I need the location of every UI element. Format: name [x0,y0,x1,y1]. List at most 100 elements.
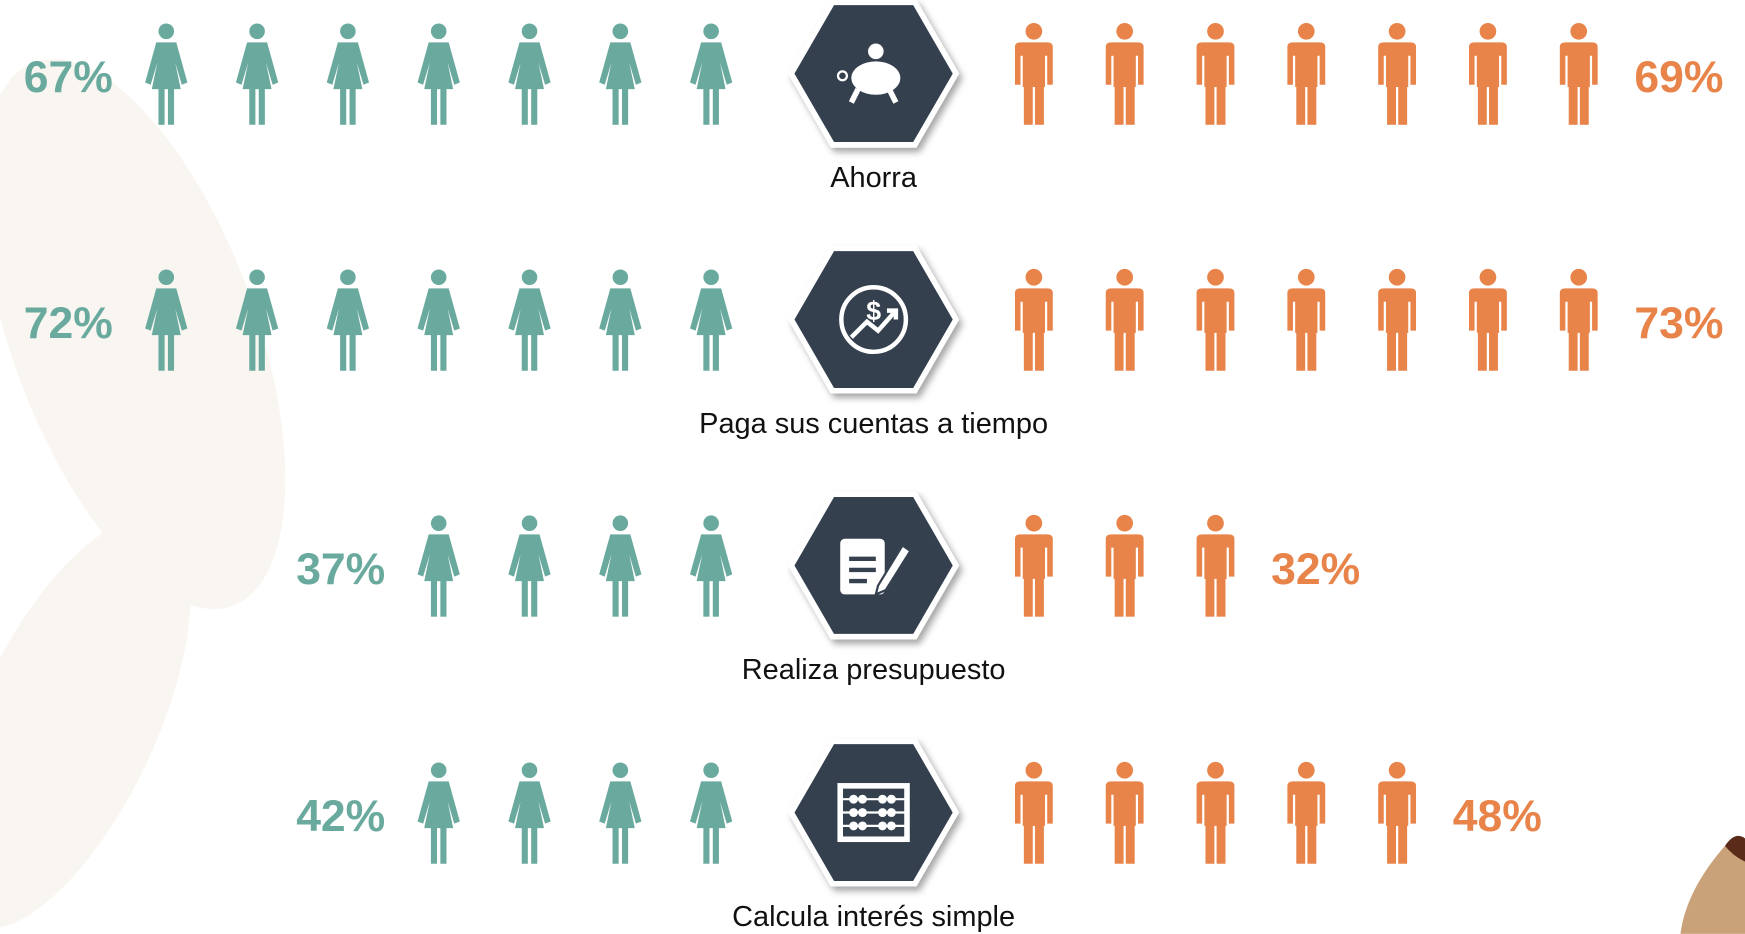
men-percent: 32% [1271,545,1360,594]
head [431,515,447,531]
man-icon [1560,23,1598,125]
woman-icon [508,269,550,370]
woman-icon [690,269,732,370]
man-icon [1106,515,1144,617]
head [703,269,719,285]
torso [1287,288,1325,333]
torso [1106,534,1144,579]
glyph [849,821,858,830]
man-icon [1287,269,1325,371]
leg [259,334,265,371]
man-icon [1378,762,1416,864]
leg [1307,332,1316,371]
woman-icon [327,24,369,125]
head [431,762,447,778]
head [703,24,719,40]
leg [1489,332,1498,371]
head [1298,762,1315,779]
head [1480,23,1497,40]
man-icon [1287,23,1325,125]
leg [249,334,255,371]
head [522,762,538,778]
category-label: Realiza presupuesto [742,654,1006,686]
torso [1560,288,1598,333]
page: Ahorra67%69%$Paga sus cuentas a tiempo72… [0,0,1745,934]
leg [350,334,356,371]
head [249,269,265,285]
leg [1115,332,1124,371]
leg [1205,332,1214,371]
leg [1217,86,1226,125]
head [613,269,629,285]
man-icon [1106,269,1144,371]
leg [1307,86,1316,125]
leg [1398,86,1407,125]
glyph [878,808,887,817]
leg [1478,86,1487,125]
leg [522,827,528,864]
leg [1387,332,1396,371]
man-icon [1378,269,1416,371]
row: Calcula interés simple42%48% [296,741,1542,933]
head [1389,23,1406,40]
leg [431,580,437,617]
leg [1296,86,1305,125]
leg [340,88,346,125]
man-icon [1378,23,1416,125]
leg [713,580,719,617]
head [522,269,538,285]
leg [1126,578,1135,617]
category-icon [791,494,956,636]
torso [1469,288,1507,333]
leg [168,334,174,371]
dress [508,42,550,89]
man-icon [1015,269,1053,371]
dress [327,42,369,89]
man-icon [1015,515,1053,617]
dress [690,534,732,581]
leg [1024,86,1033,125]
torso [1106,781,1144,826]
dress [508,781,550,828]
dress [599,781,641,828]
head [249,24,265,40]
leg [622,580,628,617]
leg [1126,332,1135,371]
head [1570,269,1587,286]
leg [1387,86,1396,125]
head [613,762,629,778]
leg [1569,86,1578,125]
leg [1126,86,1135,125]
head [522,24,538,40]
leg [613,827,619,864]
dress [690,42,732,89]
head [1026,23,1043,40]
dress [599,42,641,89]
leg [522,334,528,371]
leg [622,334,628,371]
leg [1126,825,1135,864]
man-icon [1560,269,1598,371]
leg [350,88,356,125]
dress [599,288,641,335]
women-percent: 72% [24,299,113,348]
head [340,269,356,285]
woman-icon [690,24,732,125]
head [703,762,719,778]
character [1680,836,1745,934]
women-percent: 67% [24,53,113,102]
head [522,515,538,531]
torso [1015,42,1053,87]
leg [1387,825,1396,864]
leg [1115,86,1124,125]
woman-icon [599,515,641,616]
glyph [868,44,884,60]
leg [431,827,437,864]
torso [1015,534,1053,579]
dress [599,534,641,581]
glyph [887,808,896,817]
woman-icon [508,515,550,616]
leg [1569,332,1578,371]
head [431,24,447,40]
